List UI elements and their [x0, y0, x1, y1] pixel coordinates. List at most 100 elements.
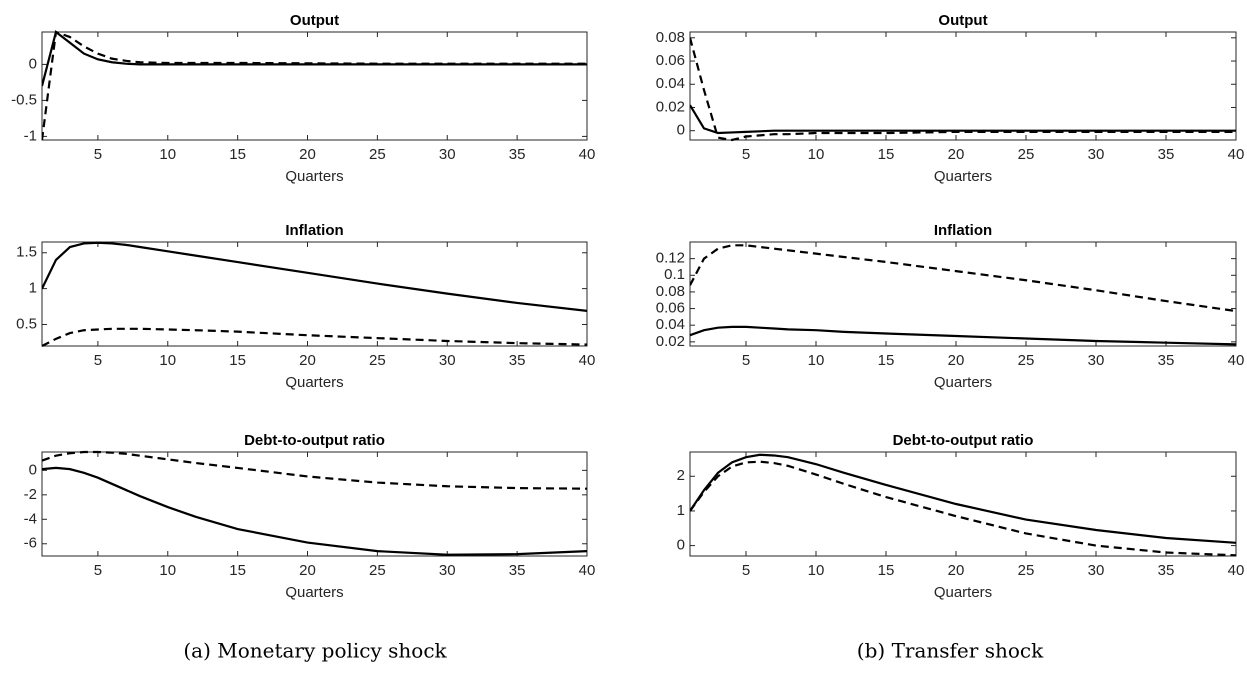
caption: (a) Monetary policy shock [183, 639, 447, 663]
y-tick-label: -0.5 [11, 91, 37, 108]
series-line [690, 104, 1236, 135]
caption: (b) Transfer shock [857, 639, 1044, 663]
x-tick-label: 35 [509, 352, 526, 369]
y-tick-label: 0 [677, 122, 685, 139]
y-tick-label: 0.06 [656, 300, 685, 317]
axes-frame [41, 451, 588, 557]
y-tick-label: 0.02 [656, 333, 685, 350]
axes-frame [689, 451, 1237, 557]
x-tick-label: 25 [369, 352, 386, 369]
y-tick-label: 1 [677, 502, 685, 519]
chart-title: Debt-to-output ratio [893, 432, 1034, 449]
x-axis-label: Quarters [934, 584, 992, 601]
chart: Inflation Quarters 5 10 15 20 25 30 35 40 0.5 1 1.5 [16, 222, 595, 391]
series-line [42, 466, 587, 556]
x-axis-label: Quarters [934, 168, 992, 185]
x-tick-label: 20 [299, 562, 316, 579]
y-tick-label: 0 [677, 537, 685, 554]
y-tick-label: 0.04 [656, 75, 685, 92]
x-tick-label: 15 [229, 562, 246, 579]
x-tick-label: 15 [878, 562, 895, 579]
axes-frame [689, 31, 1237, 141]
x-tick-label: 40 [1228, 146, 1245, 163]
y-tick-label: 0.5 [16, 315, 37, 332]
y-tick-label: 1.5 [16, 244, 37, 261]
chart-title: Output [290, 12, 339, 29]
series-line [42, 241, 587, 312]
y-tick-label: 0.08 [656, 29, 685, 46]
x-axis-label: Quarters [285, 168, 343, 185]
series-line [690, 244, 1236, 313]
x-tick-label: 5 [94, 352, 102, 369]
x-tick-label: 20 [948, 352, 965, 369]
y-tick-label: 1 [29, 280, 37, 297]
axes-frame [41, 241, 588, 347]
x-tick-label: 40 [579, 146, 596, 163]
x-tick-label: 10 [808, 146, 825, 163]
y-tick-label: 0.02 [656, 98, 685, 115]
x-tick-label: 25 [1018, 352, 1035, 369]
y-tick-label: -4 [24, 510, 37, 527]
chart: Inflation Quarters 5 10 15 20 25 30 35 40 0.020.04… [656, 222, 1245, 391]
series-line [42, 30, 587, 141]
x-tick-label: 25 [1018, 562, 1035, 579]
x-tick-label: 15 [878, 352, 895, 369]
y-tick-label: 0.12 [656, 250, 685, 267]
chart: Output Quarters 5 10 15 20 25 30 35 40 0 0.02 0.04 0.… [656, 12, 1245, 185]
y-tick-label: 0.04 [656, 316, 685, 333]
x-tick-label: 20 [948, 562, 965, 579]
x-tick-label: 25 [1018, 146, 1035, 163]
x-axis-label: Quarters [285, 584, 343, 601]
axes-frame [41, 31, 588, 141]
x-tick-label: 10 [159, 352, 176, 369]
x-tick-label: 40 [1228, 352, 1245, 369]
y-tick-label: 0.08 [656, 283, 685, 300]
x-tick-label: 25 [369, 146, 386, 163]
x-tick-label: 40 [1228, 562, 1245, 579]
x-tick-label: 40 [579, 562, 596, 579]
axes-frame [689, 241, 1237, 347]
x-tick-label: 10 [808, 562, 825, 579]
x-tick-label: 20 [299, 146, 316, 163]
chart-title: Inflation [934, 222, 992, 239]
y-tick-label: 0.1 [664, 266, 685, 283]
x-tick-label: 30 [439, 562, 456, 579]
x-axis-label: Quarters [934, 374, 992, 391]
x-tick-label: 5 [94, 562, 102, 579]
y-tick-label: -2 [24, 486, 37, 503]
x-tick-label: 40 [579, 352, 596, 369]
x-tick-label: 30 [1088, 352, 1105, 369]
chart: Output Quarters 5 10 15 20 25 30 35 40 -1 -0.5 0 [11, 12, 595, 185]
x-tick-label: 10 [159, 562, 176, 579]
x-tick-label: 20 [299, 352, 316, 369]
x-tick-label: 15 [229, 146, 246, 163]
chart-title: Output [938, 12, 987, 29]
x-tick-label: 30 [439, 146, 456, 163]
x-tick-label: 15 [878, 146, 895, 163]
x-axis-label: Quarters [285, 374, 343, 391]
x-tick-label: 15 [229, 352, 246, 369]
x-tick-label: 20 [948, 146, 965, 163]
x-tick-label: 5 [94, 146, 102, 163]
x-tick-label: 35 [509, 146, 526, 163]
y-tick-label: 0 [29, 55, 37, 72]
series-line [690, 325, 1236, 346]
x-tick-label: 35 [1158, 352, 1175, 369]
x-tick-label: 25 [369, 562, 386, 579]
y-tick-label: 0 [29, 461, 37, 478]
x-tick-label: 35 [1158, 562, 1175, 579]
y-tick-label: -6 [24, 535, 37, 552]
chart-title: Inflation [285, 222, 343, 239]
x-tick-label: 30 [439, 352, 456, 369]
series-line [690, 460, 1236, 557]
x-tick-label: 10 [808, 352, 825, 369]
x-tick-label: 35 [1158, 146, 1175, 163]
series-line [690, 37, 1236, 142]
y-tick-label: -1 [24, 127, 37, 144]
x-tick-label: 5 [742, 562, 750, 579]
x-tick-label: 30 [1088, 562, 1105, 579]
